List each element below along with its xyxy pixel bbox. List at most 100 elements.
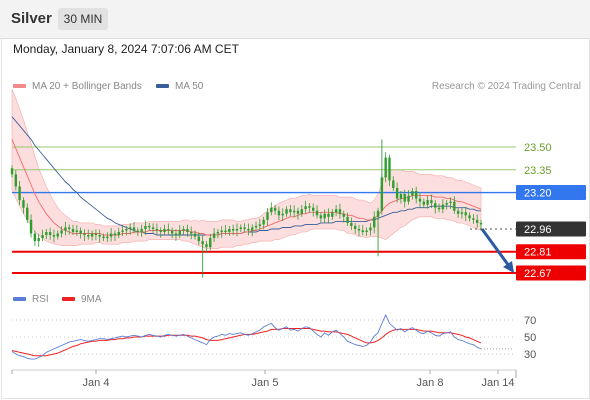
candle-body — [45, 232, 48, 236]
rsi-line — [11, 313, 482, 360]
candle-body — [312, 207, 315, 211]
bollinger-band — [11, 89, 482, 249]
candle-body — [445, 203, 448, 205]
rsi-tick-label: 50 — [524, 332, 536, 344]
candle-body — [182, 228, 185, 231]
legend-ma50: MA 50 — [156, 81, 203, 92]
candle-body — [456, 210, 460, 214]
price-level-label: 22.96 — [524, 224, 552, 236]
candle-body — [216, 232, 220, 234]
candle-body — [369, 227, 372, 231]
candle-body — [167, 228, 170, 231]
candle-body — [48, 232, 52, 236]
candle-body — [380, 177, 384, 211]
candle-body — [163, 228, 166, 233]
chart-datetime: Monday, January 8, 2024 7:07:06 AM CET — [13, 42, 239, 56]
candle-body — [224, 230, 227, 233]
candle-body — [209, 238, 212, 248]
candle-body — [285, 209, 288, 214]
candle-body — [148, 225, 151, 228]
price-level-label: 23.20 — [524, 188, 552, 200]
price-level-label: 23.50 — [524, 142, 552, 154]
candle-body — [94, 233, 98, 236]
candle-body — [144, 225, 147, 229]
candle-body — [190, 232, 193, 234]
candle-body — [441, 204, 445, 210]
candle-body — [83, 233, 86, 236]
candle-body — [437, 207, 441, 210]
candle-body — [41, 235, 44, 239]
candle-body — [270, 207, 273, 213]
candle-body — [220, 230, 223, 233]
candle-body — [132, 227, 136, 231]
candle-body — [60, 230, 63, 234]
candle-body — [373, 216, 376, 228]
legend-ma50-label: MA 50 — [175, 81, 204, 92]
candle-body — [472, 218, 475, 220]
candle-body — [29, 219, 33, 234]
candle-body — [266, 212, 269, 220]
candle-body — [422, 201, 426, 205]
candle-body — [113, 233, 117, 236]
candle-body — [411, 191, 414, 196]
candle-body — [430, 200, 433, 204]
candle-body — [342, 213, 345, 217]
rsi-tick-label: 70 — [524, 315, 536, 327]
chart-header: Silver 30 MIN — [0, 0, 590, 39]
legend-rsi-ma-swatch — [62, 297, 75, 302]
price-level-label: 22.81 — [524, 247, 552, 259]
candle-body — [357, 228, 361, 231]
candle-body — [26, 207, 29, 220]
candle-body — [125, 228, 128, 231]
candle-body — [22, 200, 25, 208]
candle-body — [315, 210, 319, 216]
candle-body — [90, 233, 94, 237]
rsi-tick-label: 30 — [524, 349, 536, 361]
legend-rsi-swatch — [13, 297, 26, 302]
candle-body — [338, 209, 342, 214]
x-tick-label: Jan 14 — [481, 377, 514, 389]
candle-body — [129, 227, 132, 229]
candle-body — [331, 212, 334, 217]
timeframe-button[interactable]: 30 MIN — [58, 8, 108, 30]
candle-body — [289, 209, 292, 213]
price-level-tag — [516, 185, 586, 201]
candle-body — [346, 216, 349, 223]
candle-body — [388, 157, 391, 181]
candle-body — [87, 235, 90, 237]
candle-body — [205, 244, 208, 248]
candle-body — [395, 187, 399, 199]
candle-body — [384, 157, 387, 178]
candle-body — [235, 228, 239, 231]
candle-body — [109, 233, 113, 237]
candle-body — [239, 227, 242, 229]
candle-body — [426, 200, 429, 205]
candle-body — [254, 225, 258, 228]
candle-body — [201, 241, 204, 245]
candle-body — [262, 219, 265, 225]
rsi-ma-line — [11, 328, 482, 357]
candle-body — [296, 210, 300, 214]
candle-body — [479, 222, 483, 225]
candle-body — [98, 235, 101, 237]
candle-body — [212, 233, 216, 239]
candle-body — [308, 206, 311, 208]
candle-body — [174, 233, 178, 236]
price-level-tag — [516, 265, 586, 281]
candle-body — [365, 230, 368, 233]
forecast-arrow-head — [503, 261, 514, 273]
legend-rsi-ma: 9MA — [62, 294, 102, 305]
candle-body — [102, 236, 105, 239]
candle-body — [403, 194, 406, 202]
legend-rsi-ma-label: 9MA — [81, 294, 102, 305]
candle-body — [117, 232, 120, 236]
candle-body — [407, 195, 410, 202]
candle-body — [14, 174, 18, 187]
candle-body — [56, 233, 59, 237]
candle-body — [52, 235, 56, 237]
candle-body — [468, 215, 471, 219]
candle-body — [197, 236, 201, 242]
candle-body — [281, 213, 284, 216]
candle-body — [10, 168, 14, 175]
